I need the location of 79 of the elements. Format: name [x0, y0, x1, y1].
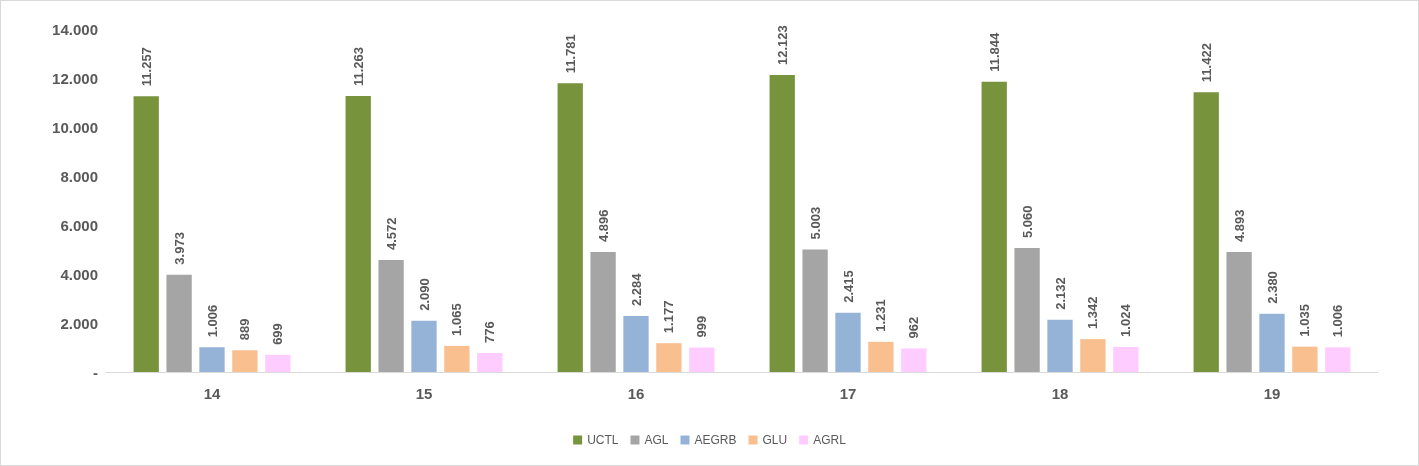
bar: [689, 347, 715, 372]
legend-label: AGL: [644, 433, 669, 447]
data-label: 4.896: [595, 209, 611, 243]
x-tick-label: 15: [415, 385, 433, 402]
data-label: 11.257: [138, 47, 154, 87]
y-tick-label: 8.000: [60, 167, 98, 185]
legend-label: AEGRB: [694, 433, 737, 447]
data-label: 1.024: [1118, 303, 1134, 337]
x-tick-label: 14: [203, 385, 221, 402]
data-label: 999: [694, 315, 710, 338]
bar: [623, 316, 649, 372]
data-label: 2.284: [628, 272, 644, 307]
y-tick-label: 14.000: [52, 20, 98, 38]
data-label: 962: [906, 316, 922, 339]
x-tick-label: 19: [1263, 385, 1281, 402]
bar: [802, 249, 828, 372]
data-label: 11.422: [1198, 43, 1214, 83]
y-tick-label: -: [93, 363, 98, 381]
data-label: 1.006: [1330, 304, 1346, 338]
bar: [199, 347, 225, 372]
bar: [769, 74, 795, 372]
data-label: 699: [270, 323, 286, 345]
data-label: 2.132: [1052, 277, 1068, 310]
bar: [232, 350, 258, 372]
data-label: 1.065: [449, 303, 465, 336]
bar: [1292, 346, 1318, 372]
bar: [166, 274, 192, 372]
data-label: 4.893: [1231, 209, 1247, 243]
data-label: 2.380: [1264, 271, 1280, 304]
data-label: 12.123: [774, 25, 790, 65]
data-label: 2.090: [416, 278, 432, 311]
x-tick-label: 16: [627, 385, 645, 402]
data-label: 1.035: [1297, 304, 1313, 337]
data-label: 11.263: [350, 47, 366, 87]
bar: [901, 348, 927, 372]
bar: [1226, 252, 1252, 372]
data-label: 1.177: [661, 300, 677, 334]
bar: [345, 96, 371, 372]
bar: [1047, 319, 1073, 372]
data-label: 3.973: [171, 232, 187, 265]
bar: [1193, 92, 1219, 372]
bar: [1325, 347, 1351, 372]
y-tick-label: 10.000: [52, 118, 98, 136]
data-label: 4.572: [383, 217, 399, 250]
data-label: 2.415: [840, 270, 856, 303]
bar: [444, 345, 470, 372]
x-tick-label: 18: [1051, 385, 1069, 402]
bar: [1080, 339, 1106, 372]
x-tick-label: 17: [839, 385, 857, 402]
y-tick-label: 12.000: [52, 69, 98, 87]
legend-label: AGRL: [813, 433, 847, 447]
bar: [835, 312, 861, 372]
bar: [378, 259, 404, 372]
y-tick-label: 2.000: [60, 314, 98, 332]
bar: [1014, 248, 1040, 372]
y-tick-label: 4.000: [60, 265, 98, 283]
data-label: 889: [237, 318, 253, 341]
data-label: 1.342: [1085, 296, 1101, 330]
data-label: 11.781: [562, 34, 578, 74]
bar: [265, 354, 291, 372]
legend-label: GLU: [762, 433, 788, 447]
data-label: 776: [482, 321, 498, 343]
data-label: 1.231: [873, 299, 889, 332]
data-label: 1.006: [204, 304, 220, 338]
bar: [1259, 313, 1285, 372]
bar: [981, 81, 1007, 372]
bar: [557, 83, 583, 372]
bar: [1113, 346, 1139, 372]
y-tick-label: 6.000: [60, 216, 98, 234]
bar: [656, 343, 682, 372]
bar: [477, 352, 503, 372]
bar: [411, 320, 437, 372]
data-label: 11.844: [986, 32, 1002, 72]
bar: [590, 252, 616, 372]
data-label: 5.003: [807, 206, 823, 240]
legend-label: UCTL: [587, 433, 619, 447]
data-label: 5.060: [1019, 205, 1035, 239]
bar: [868, 341, 894, 372]
bar: [133, 96, 159, 372]
